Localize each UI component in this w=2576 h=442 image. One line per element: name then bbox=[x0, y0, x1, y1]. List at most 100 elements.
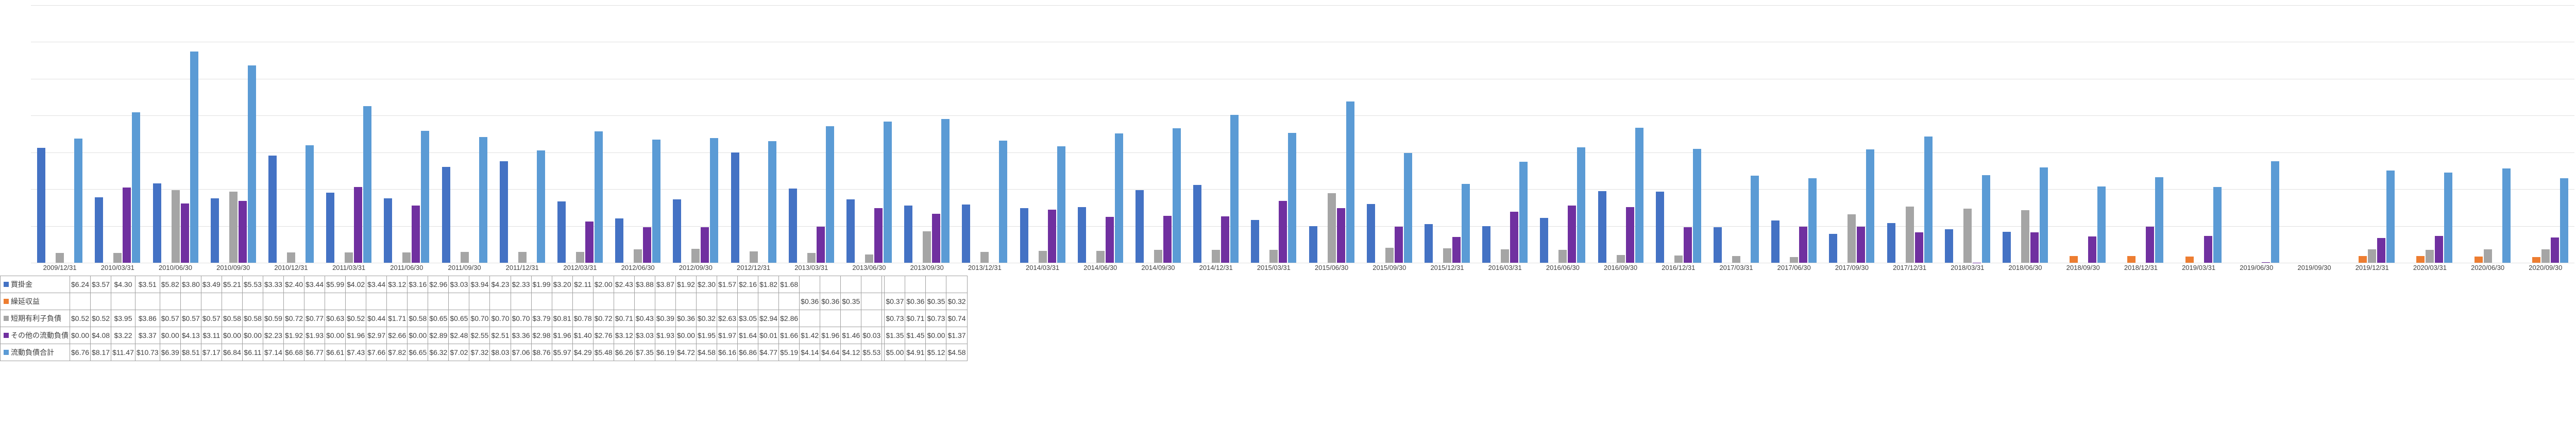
table-cell: $7.32 bbox=[469, 344, 490, 361]
series-swatch bbox=[4, 333, 9, 338]
x-axis-label: 2018/03/31 bbox=[1939, 264, 1996, 271]
table-cell: $1.46 bbox=[841, 327, 861, 344]
x-axis-label: 2019/06/30 bbox=[2228, 264, 2285, 271]
table-cell: $6.84 bbox=[222, 344, 242, 361]
table-cell bbox=[469, 293, 490, 310]
table-cell: $3.36 bbox=[511, 327, 531, 344]
bar-s3 bbox=[2368, 249, 2376, 263]
x-axis-label: 2019/03/31 bbox=[2170, 264, 2228, 271]
table-cell: $2.96 bbox=[428, 276, 449, 293]
table-cell: $2.89 bbox=[428, 327, 449, 344]
table-cell bbox=[634, 293, 655, 310]
table-cell: $5.21 bbox=[222, 276, 242, 293]
x-axis-label: 2018/12/31 bbox=[2112, 264, 2170, 271]
bar-s4 bbox=[701, 227, 709, 263]
table-cell: $0.36 bbox=[905, 293, 926, 310]
table-cell: $2.86 bbox=[779, 310, 800, 327]
bar-s3 bbox=[1269, 250, 1278, 263]
table-cell: $0.44 bbox=[366, 310, 387, 327]
table-cell: $0.58 bbox=[222, 310, 242, 327]
bar-group bbox=[1939, 5, 1996, 263]
table-cell: $0.78 bbox=[572, 310, 593, 327]
bar-s4 bbox=[1568, 206, 1576, 263]
table-cell: $0.59 bbox=[263, 310, 283, 327]
table-cell bbox=[820, 310, 841, 327]
table-cell: $2.66 bbox=[387, 327, 408, 344]
bar-s5 bbox=[1635, 128, 1643, 263]
table-cell: $3.12 bbox=[387, 276, 408, 293]
bar-s3 bbox=[980, 252, 989, 263]
bar-group bbox=[783, 5, 840, 263]
x-axis-label: 2014/09/30 bbox=[1129, 264, 1187, 271]
table-cell: $8.76 bbox=[531, 344, 552, 361]
x-axis-label: 2013/03/31 bbox=[783, 264, 840, 271]
bar-s3 bbox=[2541, 249, 2550, 263]
bar-s3 bbox=[345, 252, 353, 263]
bar-s1 bbox=[384, 198, 392, 263]
table-cell: $0.65 bbox=[428, 310, 449, 327]
bar-s3 bbox=[865, 254, 873, 263]
table-cell: $0.58 bbox=[408, 310, 428, 327]
bar-s4 bbox=[1106, 217, 1114, 263]
bar-group bbox=[1534, 5, 1591, 263]
table-cell: $3.57 bbox=[91, 276, 111, 293]
bar-s3 bbox=[1039, 251, 1047, 263]
table-cell: $3.80 bbox=[180, 276, 201, 293]
bar-s3 bbox=[1501, 249, 1509, 263]
bar-s4 bbox=[1510, 212, 1518, 263]
table-cell: $7.66 bbox=[366, 344, 387, 361]
bar-s5 bbox=[132, 112, 140, 263]
bar-s5 bbox=[768, 141, 776, 263]
table-cell: $8.17 bbox=[91, 344, 111, 361]
bar-s5 bbox=[74, 139, 82, 263]
table-cell: $6.86 bbox=[738, 344, 758, 361]
bar-s5 bbox=[537, 150, 545, 263]
bar-s5 bbox=[421, 131, 429, 263]
bar-groups bbox=[31, 5, 2574, 263]
table-cell bbox=[490, 293, 511, 310]
x-axis-label: 2016/12/31 bbox=[1650, 264, 1707, 271]
table-cell: $2.43 bbox=[614, 276, 634, 293]
bar-s5 bbox=[2155, 177, 2163, 263]
x-axis-label: 2016/09/30 bbox=[1591, 264, 1649, 271]
table-cell: $6.68 bbox=[283, 344, 304, 361]
table-cell: $2.76 bbox=[593, 327, 614, 344]
table-cell: $2.63 bbox=[717, 310, 737, 327]
table-cell: $3.20 bbox=[552, 276, 572, 293]
table-cell: $4.08 bbox=[91, 327, 111, 344]
bar-group bbox=[2401, 5, 2459, 263]
x-axis-label: 2009/12/31 bbox=[31, 264, 89, 271]
table-cell: $2.94 bbox=[758, 310, 779, 327]
table-cell: $5.53 bbox=[242, 276, 263, 293]
table-cell bbox=[91, 293, 111, 310]
bar-s1 bbox=[1656, 192, 1664, 263]
table-cell bbox=[696, 293, 717, 310]
bar-s3 bbox=[923, 231, 931, 263]
table-cell: $0.01 bbox=[758, 327, 779, 344]
bar-s5 bbox=[479, 137, 487, 263]
table-cell: $3.16 bbox=[408, 276, 428, 293]
table-cell: $2.97 bbox=[366, 327, 387, 344]
bar-group bbox=[609, 5, 667, 263]
table-cell: $5.19 bbox=[779, 344, 800, 361]
table-cell: $0.57 bbox=[180, 310, 201, 327]
bar-s3 bbox=[461, 252, 469, 263]
table-cell: $1.37 bbox=[946, 327, 967, 344]
bar-s5 bbox=[1982, 175, 1990, 263]
table-cell: $3.03 bbox=[449, 276, 469, 293]
bar-s3 bbox=[750, 251, 758, 263]
bar-group bbox=[2228, 5, 2285, 263]
table-cell: $1.93 bbox=[304, 327, 325, 344]
table-cell: $4.58 bbox=[696, 344, 717, 361]
data-table: 買掛金$6.24$3.57$4.30$3.51$5.82$3.80$3.49$5… bbox=[0, 276, 968, 361]
bar-group bbox=[320, 5, 378, 263]
bar-s4 bbox=[874, 208, 883, 263]
table-cell: $2.48 bbox=[449, 327, 469, 344]
table-cell: $5.00 bbox=[885, 344, 905, 361]
table-cell: $0.00 bbox=[222, 327, 242, 344]
bar-s5 bbox=[2560, 178, 2568, 263]
table-cell bbox=[614, 293, 634, 310]
x-axis-label: 2014/06/30 bbox=[1072, 264, 1129, 271]
table-cell bbox=[593, 293, 614, 310]
bar-s3 bbox=[1096, 251, 1105, 263]
